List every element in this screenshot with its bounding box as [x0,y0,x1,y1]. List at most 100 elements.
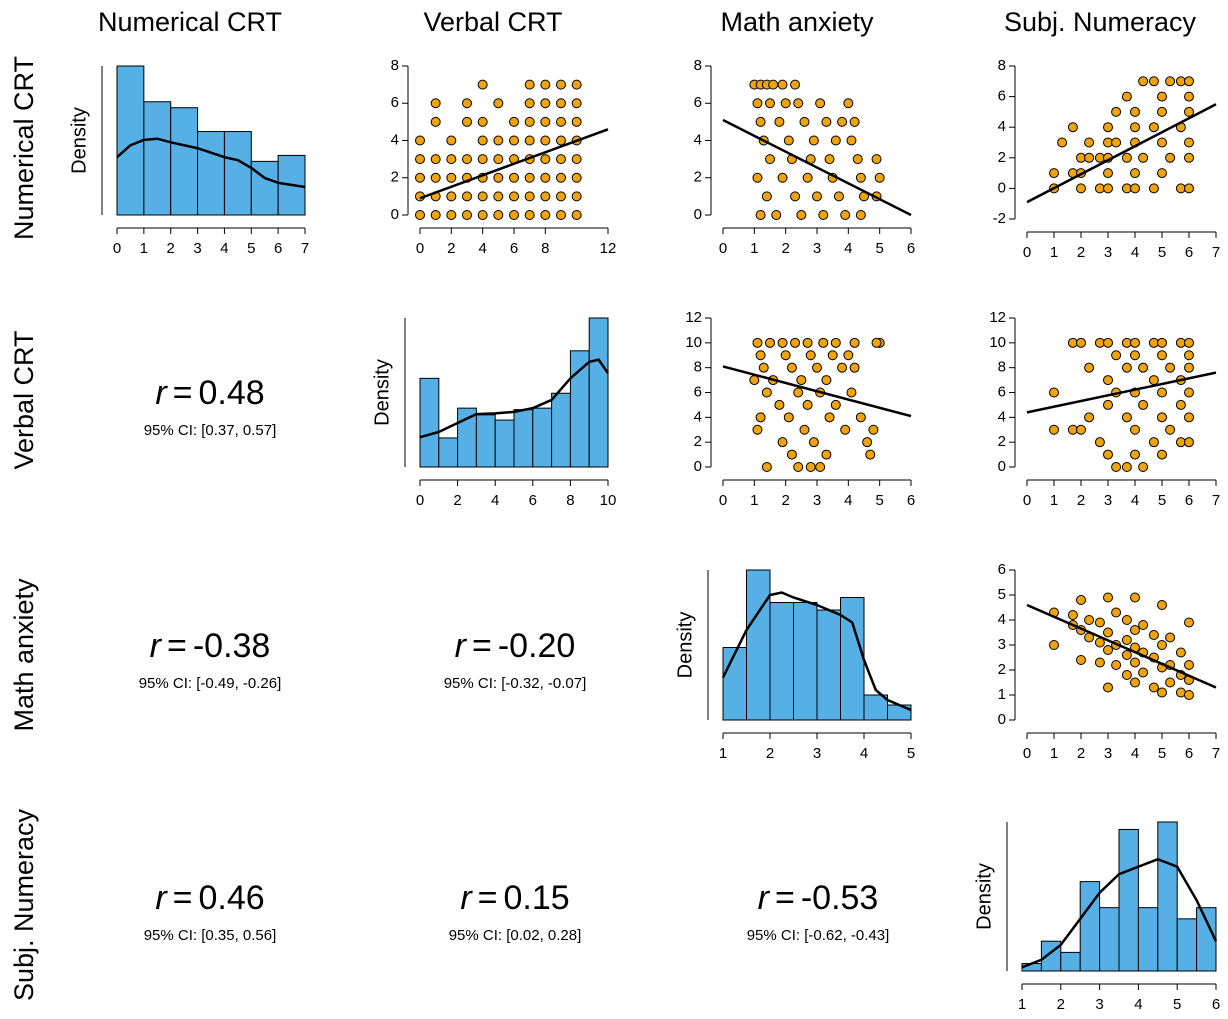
scatter-point [755,350,766,361]
x-tick-label: 5 [1158,492,1166,509]
scatter-point [755,116,766,127]
scatter-point [1130,592,1140,603]
scatter-point [852,154,863,165]
scatter-point [462,191,472,202]
histogram-bar [551,392,571,468]
x-tick-label: 6 [1185,244,1193,261]
histogram-bar [532,407,553,468]
scatter-point [783,412,794,423]
scatter-point [808,437,819,448]
x-tick-label: 3 [813,745,821,762]
scatter-point [556,172,566,183]
histogram-bar [457,407,477,468]
histogram-bar [494,419,515,468]
scatter-point [833,191,844,202]
x-tick-label: 0 [1023,492,1031,509]
y-tick-label: 6 [998,88,1006,105]
scatter-point [774,116,785,127]
scatter-point [556,98,566,109]
scatter-point [1138,152,1149,163]
scatter-point [1138,462,1149,472]
scatter-point [1165,362,1176,373]
scatter-point [1121,462,1132,472]
scatter-point [1094,437,1105,448]
correlation-value: 0.46 [199,879,265,917]
x-tick-label: 5 [875,492,883,509]
x-tick-label: 3 [1104,745,1112,762]
scatter-point [1103,399,1113,410]
histogram-bar [1196,907,1217,972]
scatter-point [786,362,797,373]
scatter-point [540,210,551,220]
scatter-point [1094,657,1105,668]
scatter-point [871,154,882,165]
scatter-point [874,172,885,183]
scatter-point [1165,632,1176,643]
row-header: Numerical CRT [9,56,39,240]
x-tick-label: 2 [167,240,175,257]
scatter-point [462,210,472,220]
relation: = [167,627,187,665]
y-tick-label: 4 [391,131,399,148]
x-tick-label: 6 [529,492,537,509]
confidence-interval: 95% CI: [0.35, 0.56] [144,927,277,944]
histogram-bar [1099,907,1120,972]
scatter-point [1184,412,1194,423]
correlation: r = 0.46 [155,879,264,917]
x-tick-label: 0 [416,240,424,257]
scatter-point [1157,350,1167,361]
scatter-point [540,172,551,183]
y-axis-label: Density [371,359,393,426]
y-tick-label: 4 [694,131,702,148]
scatter-point [830,399,841,410]
scatter-point [1103,627,1113,638]
scatter-point [1076,595,1086,605]
relation: = [173,879,193,917]
x-tick-label: 1 [1018,996,1026,1013]
scatter-point [802,172,813,183]
histogram-bar [793,602,818,721]
scatter-point [1184,183,1194,194]
x-tick-label: 2 [1077,244,1085,261]
histogram-bar [863,694,888,721]
scatter-point [1111,607,1122,618]
scatter-point [818,337,829,348]
scatter-point [840,210,851,220]
scatter-point [540,154,551,165]
scatter-point [477,135,488,146]
scatter-point [868,424,879,435]
scatter-point [799,116,810,127]
scatter-point [765,154,775,165]
scatter-point [571,79,582,90]
x-tick-label: 4 [1131,492,1139,509]
scatter-point [1111,350,1122,361]
scatter-point [771,210,782,220]
scatter-point [843,98,854,109]
x-tick-label: 0 [719,492,727,509]
scatter-point [571,116,582,127]
confidence-interval: 95% CI: [-0.32, -0.07] [444,675,587,692]
x-tick-label: 0 [1023,745,1031,762]
x-tick-label: 2 [453,492,461,509]
scatter-point [830,135,841,146]
x-tick-label: 2 [781,240,789,257]
scatter-point [1130,424,1140,435]
column-header: Numerical CRT [98,7,282,37]
confidence-interval: 95% CI: [0.02, 0.28] [449,927,582,944]
scatter-point [1184,137,1194,148]
scatter-point [1103,645,1113,655]
y-tick-label: 8 [694,57,702,74]
scatter-point [1130,625,1140,635]
scatter-point [1148,76,1159,87]
correlation-value: 0.48 [199,374,265,412]
scatter-point [1084,362,1095,373]
y-tick-label: 2 [694,169,702,186]
scatter-point [556,210,566,220]
histogram-bar [223,131,252,216]
x-tick-label: 3 [813,240,821,257]
relation: = [775,879,795,917]
x-tick-label: 5 [1158,745,1166,762]
scatter-point [780,98,791,109]
scatter-point [415,210,425,220]
x-tick-label: 4 [1134,996,1142,1013]
